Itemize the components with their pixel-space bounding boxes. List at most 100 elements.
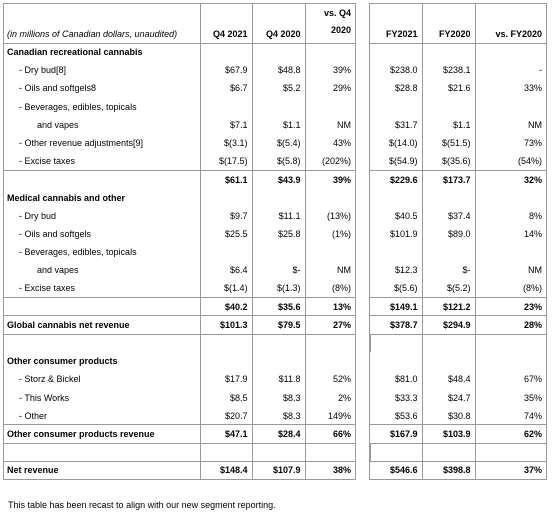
cell: $21.6 xyxy=(421,79,475,98)
row-label: - Excise taxes xyxy=(19,155,76,166)
cell: $30.8 xyxy=(421,406,475,425)
cell: $(5.6) xyxy=(393,283,418,294)
cell: $101.3 xyxy=(199,315,252,335)
gap xyxy=(355,61,370,80)
cell: $6.4 xyxy=(199,261,252,280)
cell xyxy=(199,188,252,207)
cell: 8% xyxy=(474,206,546,225)
cell: $81.0 xyxy=(394,374,418,385)
cell: 28% xyxy=(474,315,546,335)
cell: 39% xyxy=(304,169,355,189)
column-header: Q4 2021 xyxy=(199,3,252,44)
table-row: - This Works $8.5 $8.3 2% $33.3 $24.7 35% xyxy=(3,388,546,407)
cell xyxy=(251,352,305,371)
cell: $167.9 xyxy=(370,424,422,444)
cell: $40.2 xyxy=(199,297,252,316)
table-row: - Excise taxes $(17.5) $(5.8) (202%) $(54.9)… xyxy=(3,152,546,171)
cell: $173.7 xyxy=(421,169,475,189)
cell: $(5.4) xyxy=(251,133,305,153)
cell: $43.9 xyxy=(251,169,305,189)
cell: 62% xyxy=(474,424,546,444)
gap xyxy=(355,297,370,316)
cell xyxy=(370,43,422,61)
row-label: - Storz & Bickel xyxy=(19,374,81,385)
row-label: Medical cannabis and other xyxy=(7,192,126,203)
cell xyxy=(199,243,252,262)
gap xyxy=(355,334,370,353)
cell: 2% xyxy=(304,388,355,407)
cell: $31.7 xyxy=(394,119,418,130)
row-label: Other consumer products xyxy=(7,356,118,367)
gap xyxy=(355,443,370,462)
cell: $8.5 xyxy=(199,388,252,407)
cell xyxy=(304,352,355,371)
row-label xyxy=(3,297,200,316)
cell xyxy=(304,97,355,116)
cell: $48.8 xyxy=(251,61,305,80)
cell xyxy=(421,188,475,207)
gap xyxy=(355,424,370,444)
cell: $6.7 xyxy=(199,79,252,98)
cell: $(3.1) xyxy=(199,133,252,153)
gap xyxy=(355,388,370,407)
column-header: (in millions of Canadian dollars, unaudi… xyxy=(3,3,200,44)
cell: NM xyxy=(474,261,546,280)
cell: 33% xyxy=(474,79,546,98)
gap xyxy=(355,315,370,334)
cell xyxy=(369,334,422,353)
cell: 13% xyxy=(304,297,355,316)
cell: $(5.2) xyxy=(421,279,475,298)
cell: $28.8 xyxy=(394,83,418,94)
cell: $121.2 xyxy=(421,297,475,316)
cell xyxy=(421,243,475,262)
cell: $12.3 xyxy=(394,265,418,276)
cell xyxy=(370,243,422,261)
cell: $8.3 xyxy=(251,388,305,407)
cell xyxy=(304,443,355,462)
cell xyxy=(370,352,422,370)
cell: $(1.4) xyxy=(199,279,252,298)
cell xyxy=(304,188,355,207)
cell: $(1.3) xyxy=(251,279,305,298)
cell: $9.7 xyxy=(199,206,252,225)
cell xyxy=(199,43,252,62)
cell: $37.4 xyxy=(421,206,475,225)
cell: (8%) xyxy=(304,279,355,298)
cell xyxy=(474,43,546,62)
cell: $25.8 xyxy=(251,224,305,244)
cell: $11.8 xyxy=(251,370,305,389)
cell: $17.9 xyxy=(199,370,252,389)
gap xyxy=(355,461,370,480)
cell: $5.2 xyxy=(251,79,305,98)
cell: $40.5 xyxy=(394,210,418,221)
cell: $398.8 xyxy=(421,460,475,481)
cell: $1.1 xyxy=(251,115,305,134)
cell: $24.7 xyxy=(421,388,475,407)
cell: (1%) xyxy=(304,224,355,244)
footnote: This table has been recast to align with… xyxy=(8,500,276,510)
table-row: Canadian recreational cannabis xyxy=(3,43,546,62)
cell xyxy=(369,443,422,462)
header-row: (in millions of Canadian dollars, unaudi… xyxy=(3,3,546,44)
cell: (54%) xyxy=(474,152,546,171)
cell xyxy=(474,352,546,371)
cell: NM xyxy=(474,115,546,134)
cell: $1.1 xyxy=(421,115,475,134)
cell: $229.6 xyxy=(370,169,422,189)
row-label: - Beverages, edibles, topicals xyxy=(19,101,137,112)
cell: $33.3 xyxy=(394,392,418,403)
table-row: $61.1 $43.9 39% $229.6 $173.7 32% xyxy=(3,169,546,189)
cell xyxy=(199,97,252,116)
cell xyxy=(474,243,546,262)
table-body: Canadian recreational cannabis - Dry bud[… xyxy=(3,43,546,481)
cell: $(14.0) xyxy=(388,138,418,149)
cell: NM xyxy=(304,115,355,134)
cell: 66% xyxy=(304,424,355,444)
cell: $- xyxy=(421,261,475,280)
gap xyxy=(355,43,370,62)
cell: $7.1 xyxy=(199,115,252,134)
table-row: Global cannabis net revenue $101.3 $79.5 27… xyxy=(3,315,546,335)
cell: 32% xyxy=(474,169,546,189)
cell: $148.4 xyxy=(199,460,252,481)
row-label: Other consumer products revenue xyxy=(3,424,200,444)
